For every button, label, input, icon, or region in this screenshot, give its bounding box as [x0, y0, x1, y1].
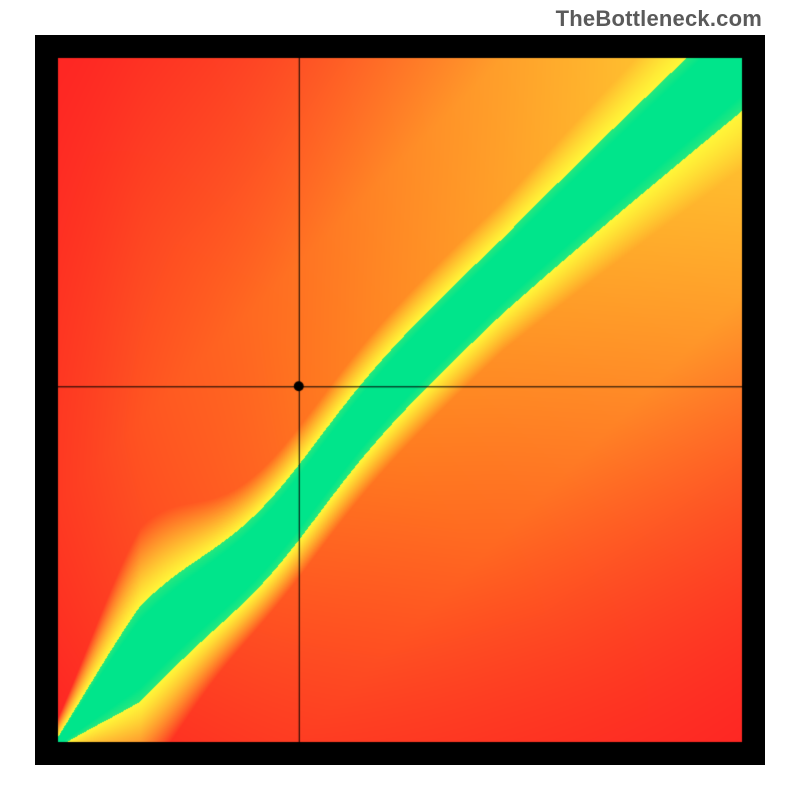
bottleneck-heatmap: [35, 35, 765, 765]
watermark-text: TheBottleneck.com: [556, 6, 762, 32]
heatmap-canvas: [35, 35, 765, 765]
